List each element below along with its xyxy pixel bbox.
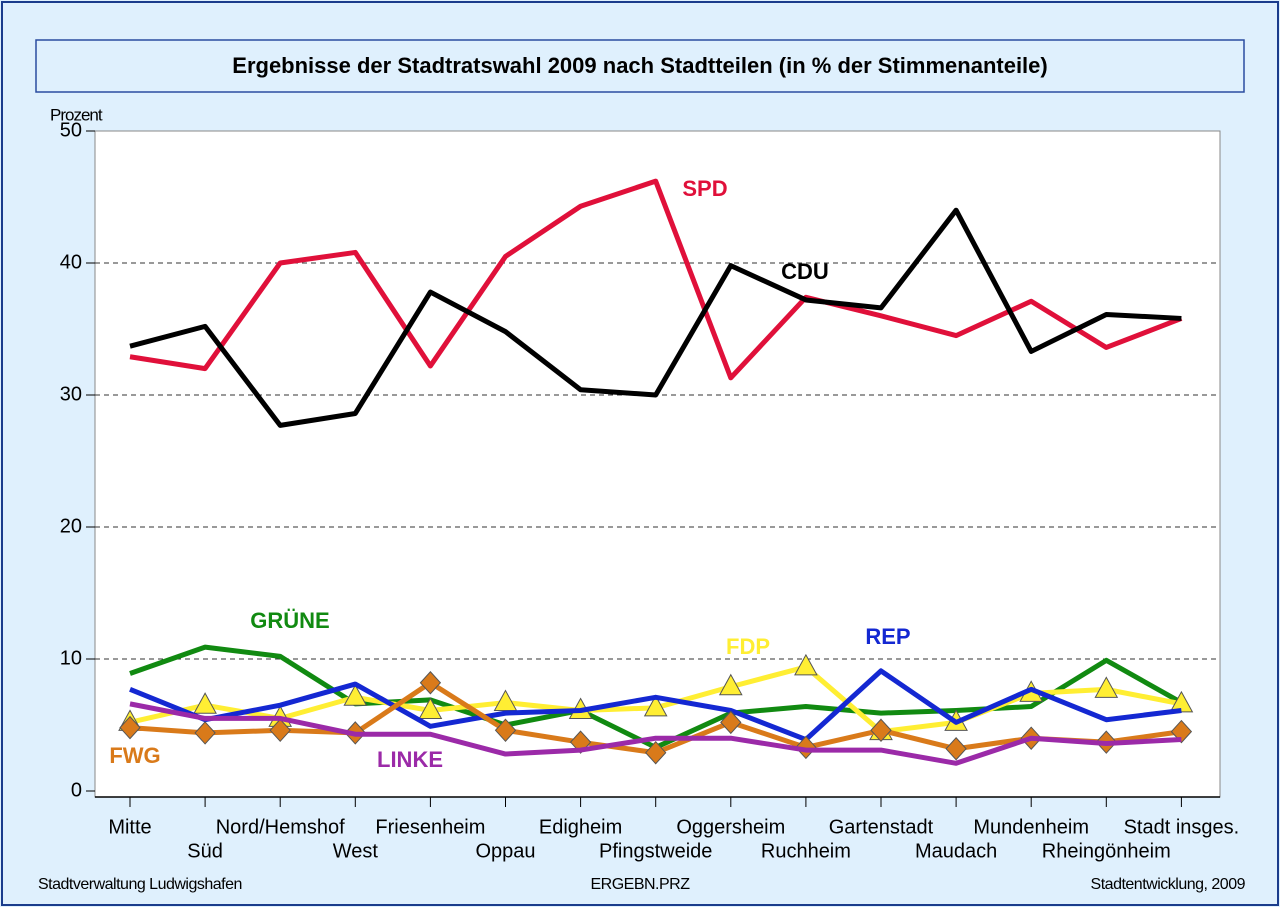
marker (945, 737, 967, 761)
x-tick-label: Pfingstweide (599, 840, 712, 862)
title-box (35, 39, 1245, 93)
series-label: SPD (682, 176, 727, 201)
y-tick-label: 40 (60, 251, 82, 273)
marker (720, 710, 742, 735)
x-tick-label: Edigheim (539, 816, 622, 838)
x-tick-label: Gartenstadt (829, 816, 934, 838)
series-label: FWG (109, 743, 160, 768)
marker (343, 684, 368, 706)
x-tick-label: Friesenheim (375, 816, 485, 838)
marker (493, 689, 518, 712)
marker (870, 718, 892, 743)
x-tick-label: Ruchheim (761, 840, 851, 862)
x-tick-label: Nord/Hemshof (216, 816, 345, 838)
x-tick-label: Oppau (475, 840, 535, 862)
x-tick-label: Süd (187, 840, 223, 862)
series-line (129, 207, 1182, 428)
series-label: GRÜNE (250, 608, 329, 633)
marker (718, 673, 743, 696)
y-axis-label: Prozent (50, 105, 103, 124)
series-line (129, 668, 1182, 743)
x-tick-label: Rheingönheim (1042, 840, 1171, 862)
series-label: FDP (726, 634, 770, 659)
x-tick-label: Stadt insges. (1124, 816, 1240, 838)
marker (1094, 676, 1119, 698)
marker (419, 671, 442, 695)
marker (193, 692, 217, 714)
y-tick-label: 30 (60, 383, 82, 405)
marker (645, 740, 667, 765)
series-label: REP (865, 624, 910, 649)
x-tick-label: Mitte (108, 816, 151, 838)
y-tick-label: 0 (71, 779, 82, 801)
x-tick-label: Maudach (915, 840, 997, 862)
series-label: LINKE (377, 747, 443, 772)
marker (194, 721, 216, 745)
chart-title: Ergebnisse der Stadtratswahl 2009 nach S… (232, 53, 1047, 78)
marker (795, 735, 817, 760)
marker (794, 653, 818, 676)
marker (494, 718, 517, 743)
marker (418, 697, 443, 719)
footer-right: Stadtentwicklung, 2009 (1091, 876, 1246, 893)
series-line (129, 178, 1183, 381)
y-tick-label: 20 (60, 515, 82, 537)
footer-center: ERGEBN.PRZ (590, 876, 690, 893)
series-line (129, 701, 1182, 766)
series-label: CDU (781, 259, 829, 284)
x-tick-label: Oggersheim (676, 816, 785, 838)
marker (269, 718, 291, 743)
x-tick-label: Mundenheim (973, 816, 1089, 838)
footer-left: Stadtverwaltung Ludwigshafen (38, 876, 242, 893)
y-tick-label: 10 (60, 647, 82, 669)
y-tick-label: 50 (60, 119, 82, 141)
marker (119, 715, 141, 740)
marker (1170, 719, 1193, 744)
x-tick-label: West (333, 840, 379, 862)
marker (643, 694, 668, 717)
